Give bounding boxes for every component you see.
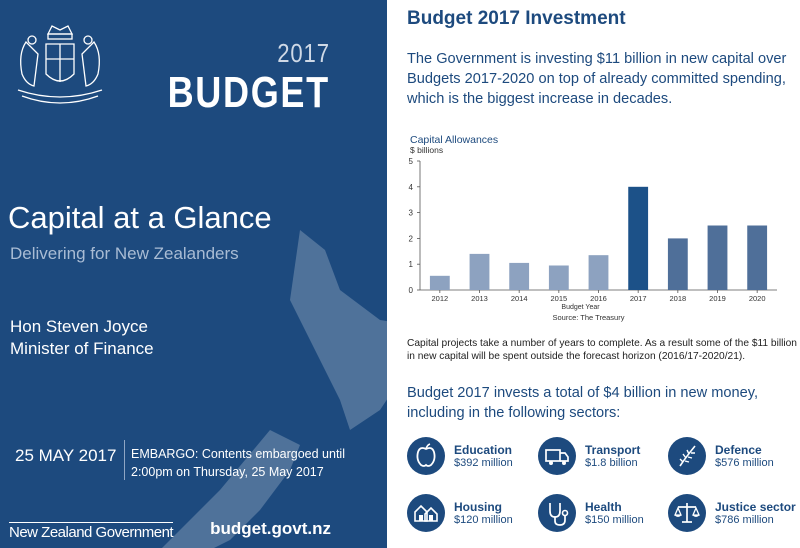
page-title: Capital at a Glance: [8, 200, 272, 235]
chart-title: Capital Allowances: [410, 134, 498, 146]
capital-note: Capital projects take a number of years …: [407, 338, 797, 362]
intro-text: The Government is investing $11 billion …: [407, 51, 787, 107]
x-tick-label: 2018: [669, 294, 686, 303]
scales-icon: [668, 494, 706, 532]
capital-allowances-chart: Capital Allowances$ billions 0 1 2 3 4 5 2012 20…: [409, 134, 777, 322]
minister-block: Hon Steven Joyce Minister of Finance: [10, 316, 154, 360]
sector-amount: $120 million: [454, 514, 513, 526]
sector-amount: $576 million: [715, 457, 774, 469]
embargo-line-2: 2:00pm on Thursday, 25 May 2017: [131, 465, 324, 479]
coat-of-arms-icon: [17, 25, 103, 104]
sector-amount: $1.8 billion: [585, 457, 638, 469]
nz-map-watermark: [162, 230, 387, 548]
bar-2013: [469, 253, 490, 290]
sector-name: Education: [454, 443, 513, 457]
sector-defence: Defence $576 million: [668, 437, 798, 479]
sectors-heading: Budget 2017 invests a total of $4 billio…: [407, 385, 759, 421]
fern-icon: [668, 437, 706, 475]
x-tick-label: 2013: [471, 294, 488, 303]
bar-2012: [429, 275, 450, 290]
embargo-notice: EMBARGO: Contents embargoed until 2:00pm…: [131, 445, 345, 481]
sector-housing: Housing $120 million: [407, 494, 537, 536]
y-tick-label: 1: [409, 260, 414, 269]
content-panel: Budget 2017 Investment The Government is…: [387, 0, 800, 548]
sector-name: Justice sector: [715, 500, 796, 514]
cover-panel: 2017 BUDGET Capital at a Glance Deliveri…: [0, 0, 387, 548]
budget-wordmark: BUDGET: [167, 68, 330, 117]
bar-2016: [588, 255, 609, 290]
sector-name: Housing: [454, 500, 502, 514]
bar-2017: [628, 186, 649, 290]
y-tick-label: 2: [409, 234, 414, 243]
bar-2015: [548, 265, 569, 290]
houses-icon: [407, 494, 445, 532]
chart-source: Source: The Treasury: [553, 313, 625, 322]
y-tick-label: 5: [409, 157, 414, 166]
sector-name: Transport: [585, 443, 641, 457]
page-subtitle: Delivering for New Zealanders: [10, 244, 239, 263]
x-tick-label: 2016: [590, 294, 607, 303]
y-tick-label: 4: [409, 183, 414, 192]
budget-year: 2017: [277, 38, 330, 68]
sector-education: Education $392 million: [407, 437, 537, 479]
chart-xlabel: Budget Year: [561, 304, 600, 311]
x-tick-label: 2019: [709, 294, 726, 303]
release-date: 25 MAY 2017: [15, 446, 117, 465]
stethoscope-icon: [538, 494, 576, 532]
truck-icon: [538, 437, 576, 475]
embargo-line-1: EMBARGO: Contents embargoed until: [131, 447, 345, 461]
date-divider: [124, 440, 125, 480]
bar-2018: [667, 238, 688, 290]
website-link[interactable]: budget.govt.nz: [210, 519, 331, 538]
sector-justice: Justice sector $786 million: [668, 494, 798, 536]
x-tick-label: 2014: [511, 294, 528, 303]
sector-amount: $786 million: [715, 514, 774, 526]
bar-2014: [509, 262, 530, 290]
sector-name: Defence: [715, 443, 762, 457]
minister-role: Minister of Finance: [10, 339, 154, 358]
sector-amount: $150 million: [585, 514, 644, 526]
x-tick-label: 2015: [550, 294, 567, 303]
sector-health: Health $150 million: [538, 494, 668, 536]
minister-name: Hon Steven Joyce: [10, 317, 148, 336]
sector-transport: Transport $1.8 billion: [538, 437, 668, 479]
sector-name: Health: [585, 500, 622, 514]
x-tick-label: 2020: [749, 294, 766, 303]
bar-2019: [707, 225, 728, 290]
x-tick-label: 2017: [630, 294, 647, 303]
bar-2020: [747, 225, 768, 290]
y-tick-label: 3: [409, 209, 414, 218]
chart-ylabel: $ billions: [410, 145, 443, 155]
section-title: Budget 2017 Investment: [407, 8, 626, 29]
y-tick-label: 0: [409, 286, 414, 295]
sector-amount: $392 million: [454, 457, 513, 469]
x-tick-label: 2012: [431, 294, 448, 303]
nz-government-logo: New Zealand Government: [9, 522, 174, 541]
apple-icon: [407, 437, 445, 475]
